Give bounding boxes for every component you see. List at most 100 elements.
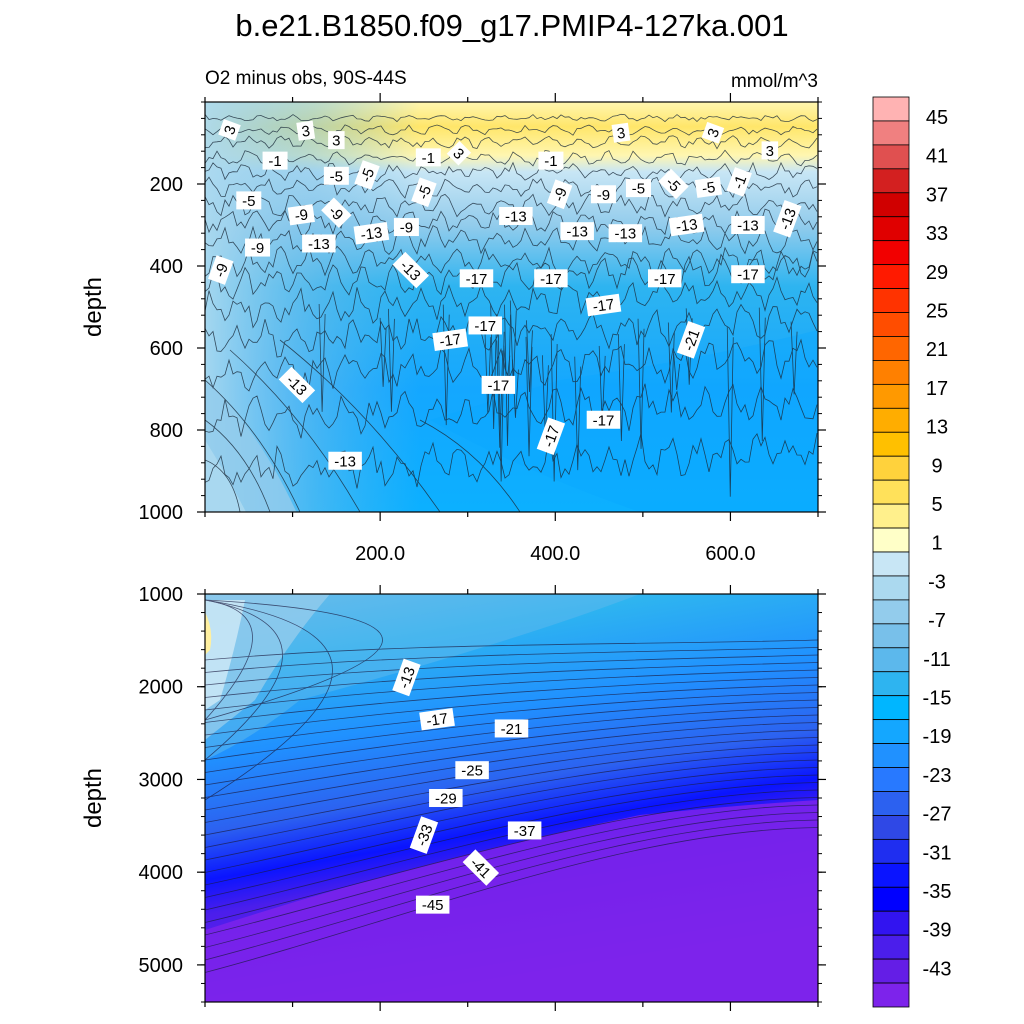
colorbar-swatch [872,192,910,218]
contour-line [419,419,521,512]
contour-line [205,804,818,936]
contour-label: 3 [701,121,725,144]
colorbar-swatch [872,599,910,625]
contour-label-text: 3 [766,143,774,160]
contour-label-box [287,204,315,226]
colorbar-swatch [872,551,910,577]
contour-line [617,334,625,442]
contour-line [637,318,645,449]
contour-label: -13 [668,213,705,237]
contour-label-text: -1 [268,153,281,170]
contour-label-box [415,895,450,914]
contour-label-box [415,148,441,167]
colorbar-label: -11 [923,649,950,671]
contour-label-text: -13 [566,224,588,241]
contour-label-box [773,200,802,238]
contour-label: -25 [455,761,489,780]
contour-label-text: -17 [540,271,562,288]
contour-label-text: -13 [334,453,356,470]
colorbar-swatch [872,503,910,529]
contour-label-text: -13 [505,208,527,225]
contour-line [379,317,387,387]
contour-label-box [353,221,390,245]
bottom-axes: 1000 2000 3000 4000 5000 [139,584,826,1011]
contour-label: 3 [446,141,472,166]
contour-label-box [278,366,316,404]
contour-line [205,752,818,848]
contour-line [229,349,361,512]
contour-label-text: -45 [422,897,444,914]
contour-line [205,383,818,439]
contour-line [205,669,818,711]
contour-label: -13 [608,224,643,243]
top-subtitle-left: O2 minus obs, 90S-44S [205,68,407,89]
contour-label: -1 [262,151,288,170]
contour-label-box [507,821,542,840]
contour-label: -5 [411,177,437,208]
contour-label: -17 [481,375,516,394]
contour-label: -17 [731,265,765,284]
contour-line [205,207,818,236]
contour-label-text: -13 [308,236,330,253]
contour-label-text: -21 [501,721,523,738]
contour-label: -17 [536,417,566,455]
contour-label-box [586,410,621,429]
y-tick-label: 3000 [139,769,184,791]
contour-line [205,599,283,761]
contour-label: -5 [354,160,380,190]
colorbar-label: 17 [926,378,948,400]
contour-label: -5 [658,168,689,200]
colorbar-label: -27 [923,804,952,826]
colorbar-swatch [872,815,910,840]
contour-label-box [608,224,643,243]
colorbar-label: 29 [926,262,948,284]
contour-label-text: -5 [415,183,436,201]
contour-label: -9 [321,197,352,228]
bottom-ylabel: depth [80,768,107,828]
contour-label-text: 3 [301,123,312,141]
contour-label: -33 [409,816,439,854]
contour-line [205,654,818,686]
colorbar-label: 45 [926,107,948,129]
contour-label-box [455,761,489,780]
contour-label-text: -13 [777,206,800,232]
colorbar-swatch [872,743,910,768]
contour-label-text: -9 [251,240,264,257]
contour-label: -5 [694,176,723,198]
contour-label: -29 [429,789,463,808]
colorbar-swatch [872,886,910,912]
contour-label: -9 [590,185,616,204]
contour-label-box [701,121,725,144]
contour-label-box [262,151,288,170]
colorbar-swatch [872,671,910,697]
contour-label-box [468,316,502,335]
contour-label-box [494,719,529,738]
contour-line [205,692,818,748]
contour-label-text: -13 [396,665,419,691]
contour-line [205,819,818,961]
contour-label: -17 [648,269,682,288]
y-tick-label: 1000 [139,502,184,524]
colorbar-swatch [872,719,910,744]
contour-label-text: -5 [242,193,255,210]
colorbar-swatch [872,527,910,553]
contour-line [205,662,818,698]
contour-line [205,744,818,836]
colorbar-swatch [872,623,910,649]
y-tick-label: 4000 [139,862,184,884]
contour-label: -5 [323,166,349,185]
contour-label-box [481,375,516,394]
colorbar-swatch [872,838,910,864]
colorbar-label: 25 [926,301,948,323]
contour-label-box [296,120,316,141]
contour-label-text: -17 [425,710,449,730]
contour-line [205,639,818,661]
colorbar-swatch [872,120,910,146]
contour-label-text: -17 [488,377,510,394]
contour-label: -9 [546,179,573,210]
colorbar-swatch [872,240,910,266]
contour-line [205,722,818,798]
contour-label-text: -17 [593,412,615,429]
